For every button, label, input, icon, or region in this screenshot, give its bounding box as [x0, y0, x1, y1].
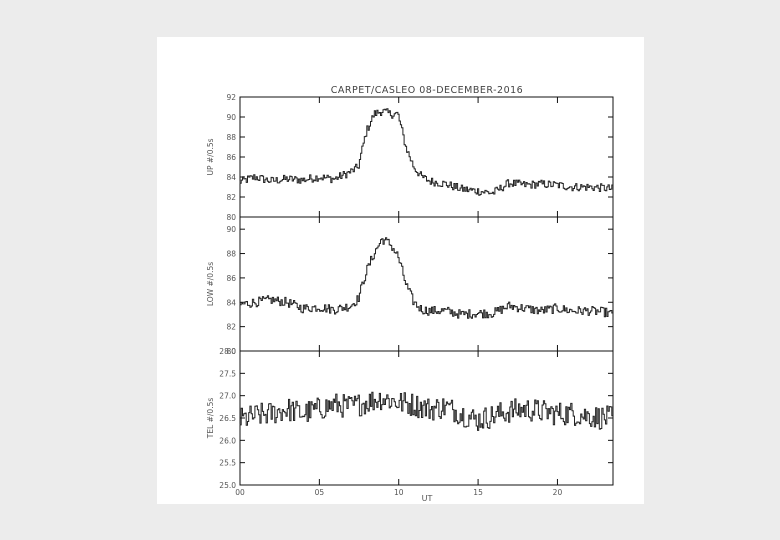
y-tick-label: 80 [226, 213, 236, 222]
x-tick-label: 10 [394, 488, 404, 497]
x-tick-label: 05 [315, 488, 325, 497]
y-tick-label: 88 [226, 250, 236, 259]
y-axis-label: TEL #/0.5s [206, 398, 215, 440]
series-line-tel [239, 391, 613, 431]
y-tick-label: 27.5 [219, 369, 236, 378]
y-axis-label: LOW #/0.5s [206, 262, 215, 306]
panel-low: 80 82 84 86 88 90 LOW #/0.5s [206, 216, 614, 356]
chart-svg: CARPET/CASLEO 08-DECEMBER-2016 808284868… [206, 85, 614, 503]
y-tick-label: 86 [226, 153, 236, 162]
panel-frame [239, 216, 614, 352]
y-tick-label: 26.5 [219, 414, 236, 423]
panel-frame [239, 96, 614, 218]
y-tick-label: 25.0 [219, 481, 236, 490]
y-tick-label: 84 [226, 173, 236, 182]
x-axis-label: UT [422, 494, 433, 503]
panel-up: 80 82 84 86 88 90 92 UP #/0.5s [206, 93, 614, 222]
chart-title: CARPET/CASLEO 08-DECEMBER-2016 [331, 85, 523, 96]
chart-figure: CARPET/CASLEO 08-DECEMBER-2016 80 82 84 86 8… [157, 37, 644, 504]
x-tick-label: 00 [235, 488, 245, 497]
x-tick-label: 20 [553, 488, 563, 497]
x-tick-label: 15 [473, 488, 483, 497]
series-line-low [239, 237, 613, 319]
y-tick-label: 88 [226, 133, 236, 142]
y-tick-label: 82 [226, 193, 236, 202]
series-line-up [239, 108, 613, 196]
chart-panels: 80 82 84 86 88 90 92 UP #/0.5s 80 82 84 86 88 90 LOW #… [206, 93, 614, 497]
y-tick-label: 80 [226, 347, 236, 356]
y-tick-label: 90 [226, 225, 236, 234]
y-tick-label: 25.5 [219, 459, 236, 468]
y-axis-label: UP #/0.5s [206, 138, 215, 175]
panel-frame [239, 350, 614, 486]
y-tick-label: 26.0 [219, 436, 236, 445]
y-tick-label: 90 [226, 113, 236, 122]
y-tick-label: 28.0 [219, 347, 236, 356]
y-tick-label: 86 [226, 274, 236, 283]
y-tick-label: 92 [226, 93, 236, 102]
y-tick-label: 27.0 [219, 392, 236, 401]
y-tick-label: 84 [226, 298, 236, 307]
y-tick-label: 82 [226, 323, 236, 332]
panel-tel: 25.0 25.5 26.0 26.5 27.0 27.5 28.0 TEL #/0.5s [206, 347, 614, 490]
